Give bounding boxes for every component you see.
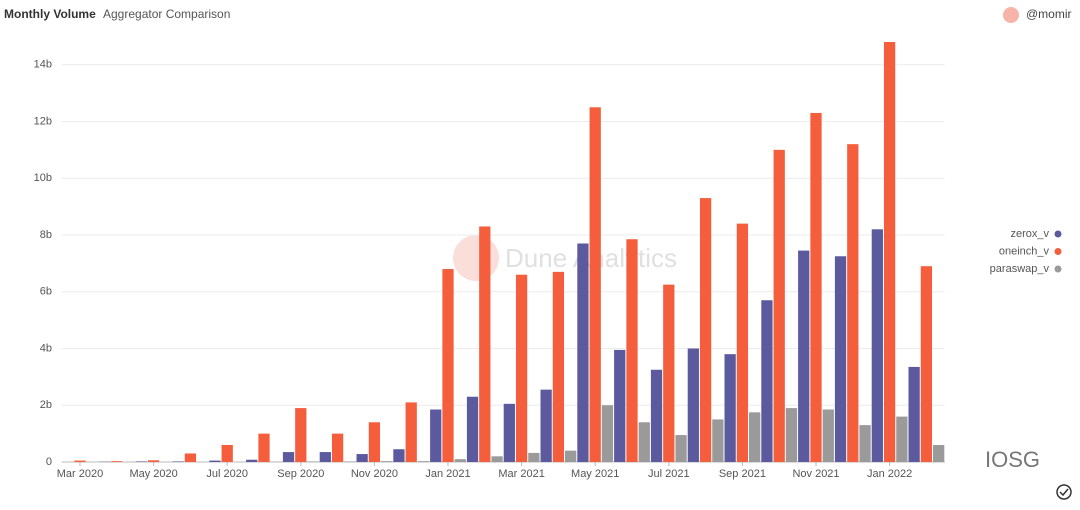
bar [173,461,184,462]
bar [332,434,343,462]
bar [577,243,588,462]
y-tick-label: 8b [40,229,52,241]
bar [688,348,699,462]
legend-label: paraswap_v [990,263,1050,275]
bar [614,350,625,462]
bar [700,198,711,462]
chart-subtitle: Aggregator Comparison [103,7,230,21]
bar [541,390,552,462]
bar [639,422,650,462]
bar [651,370,662,462]
bar [847,144,858,462]
bar [774,150,785,462]
bar [381,461,392,462]
bar [712,419,723,462]
bar [148,460,159,462]
bar [884,42,895,462]
author-avatar [1003,7,1019,23]
author[interactable]: @momir [1026,7,1072,21]
bar [455,459,466,462]
bar [320,452,331,462]
bar [295,408,306,462]
bar [737,224,748,462]
watermark-logo [453,235,499,281]
x-tick-label: Jan 2021 [425,468,470,480]
check-mark [1060,489,1068,495]
bar [626,239,637,462]
bar [663,285,674,462]
bar [406,402,417,462]
x-tick-label: Jul 2021 [648,468,690,480]
bar [909,367,920,462]
legend-swatch [1055,231,1062,238]
y-tick-label: 2b [40,399,52,411]
legend-swatch [1055,266,1062,273]
check-icon[interactable] [1057,485,1071,499]
legend-label: oneinch_v [999,245,1050,257]
bar [761,300,772,462]
bar [675,435,686,462]
bar [344,461,355,462]
bar [430,410,441,463]
bar [467,397,478,462]
bar [222,445,233,462]
x-tick-label: Nov 2020 [351,468,398,480]
bar [283,452,294,462]
bar [872,229,883,462]
bar [258,434,269,462]
legend-label: zerox_v [1010,228,1049,240]
bar [209,461,220,462]
source-watermark: IOSG [985,447,1040,472]
bar [393,449,404,462]
bar [810,113,821,462]
bar [835,256,846,462]
bar [859,425,870,462]
y-tick-label: 14b [34,59,52,71]
bar [479,226,490,462]
x-tick-label: May 2020 [129,468,177,480]
bar [491,456,502,462]
x-tick-label: Sep 2020 [277,468,324,480]
x-tick-label: Jan 2022 [867,468,912,480]
bar [516,275,527,462]
legend-swatch [1055,248,1062,255]
bar [565,451,576,462]
bar [504,404,515,462]
bar [725,354,736,462]
x-tick-label: Jul 2020 [206,468,248,480]
bar [921,266,932,462]
y-tick-label: 6b [40,286,52,298]
bar [111,461,122,462]
bar [896,417,907,462]
bar [528,453,539,462]
y-tick-label: 12b [34,115,52,127]
bar [307,461,318,462]
x-tick-label: May 2021 [571,468,619,480]
y-tick-label: 10b [34,172,52,184]
bar [823,410,834,463]
bar [749,412,760,462]
x-tick-label: Sep 2021 [719,468,766,480]
chart-title: Monthly Volume [4,7,96,21]
x-tick-label: Mar 2021 [498,468,544,480]
bar [553,272,564,462]
y-tick-label: 0 [46,456,52,468]
y-tick-label: 4b [40,342,52,354]
bar [369,422,380,462]
bar [136,461,147,462]
bar [786,408,797,462]
x-tick-label: Nov 2021 [792,468,839,480]
bar [246,460,257,462]
bar [798,251,809,462]
bar [602,405,613,462]
bar [933,445,944,462]
bar [418,461,429,462]
bar [185,453,196,462]
bar [357,454,368,462]
x-tick-label: Mar 2020 [57,468,103,480]
bar [590,107,601,462]
bar [74,461,85,462]
bar [442,269,453,462]
